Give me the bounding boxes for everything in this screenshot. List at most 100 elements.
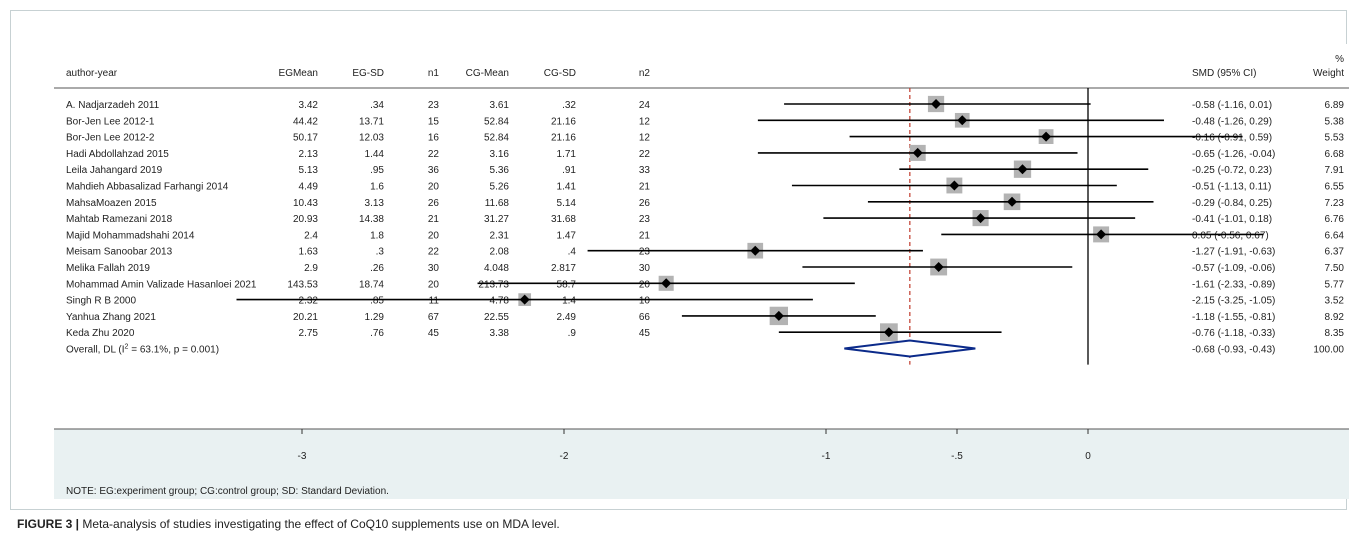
header-n2: n2 — [639, 68, 651, 79]
study-name: Keda Zhu 2020 — [66, 328, 135, 339]
x-axis-tick-label: -2 — [560, 451, 569, 462]
eg-mean-value: 143.53 — [287, 279, 318, 290]
study-name: Hadi Abdollahzad 2015 — [66, 149, 169, 160]
n2-value: 12 — [639, 116, 651, 127]
smd-ci-text: -0.41 (-1.01, 0.18) — [1192, 214, 1272, 225]
smd-ci-text: 0.05 (-0.56, 0.67) — [1192, 230, 1269, 241]
n2-value: 20 — [639, 279, 651, 290]
cg-mean-value: 52.84 — [484, 116, 509, 127]
cg-sd-value: 5.14 — [557, 198, 577, 209]
point-estimate-marker — [1096, 229, 1107, 240]
n2-value: 24 — [639, 100, 651, 111]
cg-mean-value: 4.048 — [484, 263, 509, 274]
study-name: Singh R B 2000 — [66, 296, 136, 307]
study-name: Yanhua Zhang 2021 — [66, 312, 156, 323]
n2-value: 66 — [639, 312, 651, 323]
overall-smd-ci-text: -0.68 (-0.93, -0.43) — [1192, 345, 1275, 356]
eg-sd-value: 3.13 — [365, 198, 385, 209]
n2-value: 22 — [639, 149, 651, 160]
eg-mean-value: 2.4 — [304, 230, 318, 241]
eg-sd-value: 14.38 — [359, 214, 384, 225]
weight-value: 6.76 — [1325, 214, 1345, 225]
n1-value: 45 — [428, 328, 440, 339]
n2-value: 21 — [639, 230, 651, 241]
study-name: Bor-Jen Lee 2012-1 — [66, 116, 155, 127]
n2-value: 26 — [639, 198, 651, 209]
figure-caption-text: Meta-analysis of studies investigating t… — [79, 517, 560, 531]
n2-value: 12 — [639, 133, 651, 144]
point-estimate-marker — [1041, 131, 1052, 142]
n1-value: 20 — [428, 182, 440, 193]
smd-ci-text: -0.29 (-0.84, 0.25) — [1192, 198, 1272, 209]
cg-sd-value: 21.16 — [551, 116, 576, 127]
smd-ci-text: -1.27 (-1.91, -0.63) — [1192, 247, 1275, 258]
cg-mean-value: 213.73 — [478, 279, 509, 290]
n1-value: 21 — [428, 214, 440, 225]
eg-mean-value: 2.75 — [299, 328, 319, 339]
point-estimate-marker — [773, 310, 784, 321]
cg-mean-value: 3.61 — [490, 100, 510, 111]
cg-sd-value: .32 — [562, 100, 576, 111]
overall-label: Overall, DL (I2 = 63.1%, p = 0.001) — [66, 344, 219, 356]
header-cg-sd: CG-SD — [544, 68, 576, 79]
n1-value: 30 — [428, 263, 440, 274]
n2-value: 10 — [639, 296, 651, 307]
cg-mean-value: 5.36 — [490, 165, 510, 176]
smd-ci-text: -1.61 (-2.33, -0.89) — [1192, 279, 1275, 290]
cg-sd-value: .91 — [562, 165, 576, 176]
overall-diamond — [844, 339, 976, 358]
point-estimate-marker — [933, 262, 944, 272]
point-estimate-marker — [975, 213, 986, 224]
cg-sd-value: 2.817 — [551, 263, 576, 274]
eg-mean-value: 1.63 — [299, 247, 319, 258]
point-estimate-marker — [883, 327, 894, 338]
weight-value: 7.91 — [1325, 165, 1345, 176]
cg-sd-value: 58.7 — [557, 279, 577, 290]
eg-sd-value: .26 — [370, 263, 384, 274]
n2-value: 33 — [639, 165, 651, 176]
smd-ci-text: -0.65 (-1.26, -0.04) — [1192, 149, 1275, 160]
study-name: Meisam Sanoobar 2013 — [66, 247, 173, 258]
header-weight-percent: % — [1335, 54, 1344, 65]
figure-frame: author-year EGMean EG-SD n1 CG-Mean CG-SD n2 SM… — [10, 10, 1349, 510]
point-estimate-marker — [931, 99, 942, 109]
smd-ci-text: -0.57 (-1.09, -0.06) — [1192, 263, 1275, 274]
eg-sd-value: 13.71 — [359, 116, 384, 127]
n1-value: 15 — [428, 116, 440, 127]
eg-sd-value: 1.6 — [370, 182, 384, 193]
smd-ci-text: -2.15 (-3.25, -1.05) — [1192, 296, 1275, 307]
header-n1: n1 — [428, 68, 440, 79]
study-name: Majid Mohammadshahi 2014 — [66, 230, 195, 241]
weight-value: 3.52 — [1325, 296, 1345, 307]
footnote: NOTE: EG:experiment group; CG:control gr… — [66, 486, 389, 497]
header-eg-sd: EG-SD — [352, 68, 384, 79]
header-cg-mean: CG-Mean — [466, 68, 509, 79]
weight-value: 8.35 — [1325, 328, 1345, 339]
weight-value: 5.38 — [1325, 116, 1345, 127]
weight-value: 7.50 — [1325, 263, 1345, 274]
n1-value: 22 — [428, 247, 440, 258]
n1-value: 16 — [428, 133, 440, 144]
point-estimate-marker — [1007, 196, 1018, 207]
n1-value: 26 — [428, 198, 440, 209]
smd-ci-text: -0.16 (-0.91, 0.59) — [1192, 133, 1272, 144]
header-eg-mean: EGMean — [279, 68, 318, 79]
smd-ci-text: -0.51 (-1.13, 0.11) — [1192, 182, 1271, 193]
cg-mean-value: 31.27 — [484, 214, 509, 225]
n1-value: 22 — [428, 149, 440, 160]
cg-mean-value: 2.31 — [490, 230, 510, 241]
plot-area-background — [54, 44, 1349, 429]
n2-value: 23 — [639, 247, 651, 258]
study-name: Mahtab Ramezani 2018 — [66, 214, 173, 225]
eg-sd-value: .85 — [370, 296, 384, 307]
smd-ci-text: -0.58 (-1.16, 0.01) — [1192, 100, 1272, 111]
overall-weight-value: 100.00 — [1313, 345, 1344, 356]
forest-plot-panel: author-year EGMean EG-SD n1 CG-Mean CG-SD n2 SM… — [54, 44, 1349, 499]
eg-sd-value: .95 — [370, 165, 384, 176]
eg-mean-value: 10.43 — [293, 198, 318, 209]
header-weight: Weight — [1313, 68, 1344, 79]
smd-ci-text: -0.25 (-0.72, 0.23) — [1192, 165, 1272, 176]
cg-mean-value: 4.78 — [490, 296, 510, 307]
n1-value: 11 — [429, 296, 440, 307]
weight-value: 7.23 — [1325, 198, 1345, 209]
